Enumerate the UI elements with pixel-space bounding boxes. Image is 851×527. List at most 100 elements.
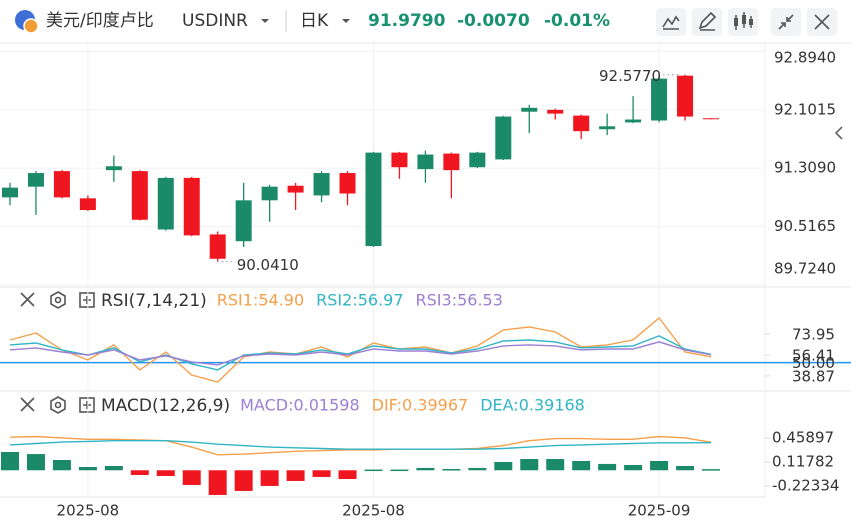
macd-bar [598,463,617,471]
y-tick-label: 0.45897 [772,428,834,446]
candle-body [287,185,304,193]
candle-body [105,166,122,171]
currency-icon [23,18,39,34]
legend-item: DEA:0.39168 [480,396,585,415]
price-change: -0.0070 [457,11,530,31]
candle-body [131,171,148,220]
y-tick-label: 91.3090 [774,159,836,177]
macd-bar [208,470,227,495]
candle-body [651,78,668,121]
candle-body [625,119,642,123]
draw-button[interactable] [692,8,722,36]
candle-body [495,116,512,160]
macd-bar [364,469,383,472]
candle-body [313,173,330,196]
candle-body [443,153,460,171]
y-tick-label: 38.87 [792,367,835,385]
annotation-label: 92.5770 [599,67,661,85]
y-tick-label: 89.7240 [774,260,836,278]
symbol: USDINR [182,11,248,31]
y-tick-label: 92.8940 [774,49,836,67]
line-chart-button[interactable] [656,8,686,36]
macd-title: MACD(12,26,9) [101,396,230,416]
candle-body [599,126,616,130]
macd-panel-tools [20,396,95,414]
candle-body [183,177,200,236]
macd-bar [260,470,279,486]
candle-button[interactable] [728,8,758,36]
macd-bar [650,460,669,471]
candle-body [235,200,252,242]
x-tick-label: 2025-09 [628,502,691,520]
candle-body [417,154,434,170]
mark-layer [0,74,851,495]
macd-bar [624,464,643,471]
rsi-title: RSI(7,14,21) [101,291,207,311]
candle-body [339,173,356,194]
price-change-pct: -0.01% [544,11,610,31]
expand-arrow[interactable] [834,126,843,140]
candle-body [27,173,44,187]
macd-bar [1,451,19,471]
candle-body [209,234,226,259]
indicator-settings[interactable] [50,291,66,309]
y-tick-label: -0.22334 [772,476,839,494]
indicator-add[interactable] [79,292,95,308]
y-tick-label: 90.5165 [774,217,836,235]
macd-bar [52,459,71,471]
y-tick-label: 92.1015 [774,100,836,118]
text-layer: 2025-08 2025-08 2025-09 92.8940 92.1015 91.30… [57,49,840,520]
annotation-label: 90.0410 [237,256,299,274]
macd-bar [286,470,305,481]
candle-body [2,187,18,198]
macd-bar [26,454,45,471]
candle-body [547,109,564,114]
macd-bar [520,459,539,471]
macd-bar [546,459,565,471]
legend-item: RSI3:56.53 [416,291,503,310]
legend-item: RSI2:56.97 [316,291,403,310]
period-dropdown[interactable] [342,19,350,23]
candle-body [469,152,486,168]
y-tick-label: 0.11782 [772,452,834,470]
collapse-button[interactable] [771,8,801,36]
close-button[interactable] [807,8,837,36]
candle-body [53,171,70,198]
y-tick-label: 56.41 [792,346,835,364]
indicator-add[interactable] [79,397,95,413]
macd-bar [130,470,149,475]
indicator-settings[interactable] [50,396,66,414]
legend-item: DIF:0.39967 [372,396,469,415]
macd-bar [338,470,357,479]
remove-indicator[interactable] [20,292,35,307]
candle-body [521,107,538,112]
macd-bar [234,470,253,491]
candle-body [677,75,694,117]
candle-body [391,152,408,168]
macd-bar [104,465,123,471]
macd-line [9,435,712,456]
macd-bar [676,465,695,471]
candle-body [703,118,719,120]
rsi-line [9,335,712,371]
x-tick-label: 2025-08 [57,502,120,520]
remove-indicator[interactable] [20,397,35,412]
symbol-dropdown[interactable] [261,19,269,23]
macd-bar [416,467,435,471]
candle-body [79,198,96,211]
header: 美元/印度卢比 USDINR 日K 91.9790 -0.0070 -0.01% [0,8,851,44]
pair-title: 美元/印度卢比 [46,11,154,31]
macd-line [9,440,712,450]
macd-bar [312,470,331,477]
macd-bar [78,466,97,471]
rsi-line [9,341,712,366]
macd-bar [494,461,513,471]
legend-item: MACD:0.01598 [240,396,360,415]
macd-bar [442,469,461,471]
price: 91.9790 [368,11,446,31]
period[interactable]: 日K [300,11,329,31]
macd-bar [572,460,591,471]
macd-bar [468,467,487,471]
